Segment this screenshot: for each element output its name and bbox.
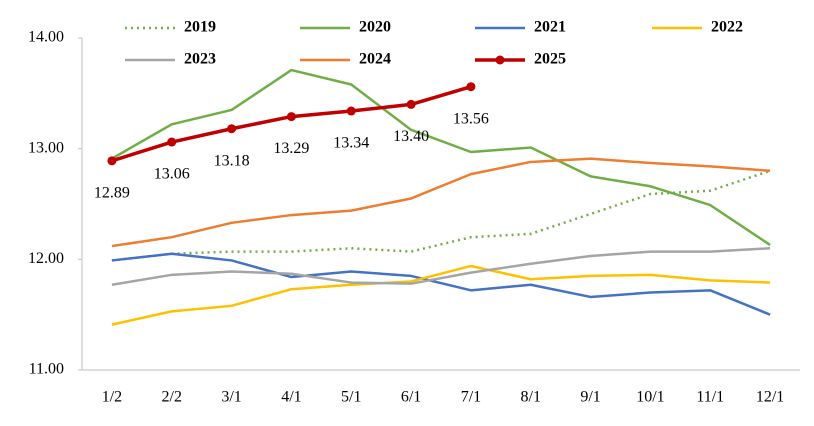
x-tick-label: 5/1: [341, 389, 361, 406]
x-tick-label: 7/1: [461, 389, 481, 406]
point: [227, 124, 237, 134]
data-label: 12.89: [94, 185, 130, 202]
data-label: 13.18: [214, 152, 250, 169]
x-tick-label: 8/1: [521, 389, 541, 406]
x-tick-label: 3/1: [221, 389, 241, 406]
x-tick-label: 10/1: [636, 389, 664, 406]
legend-label: 2019: [184, 19, 216, 36]
legend-label: 2021: [534, 19, 566, 36]
point: [466, 82, 476, 92]
x-tick-label: 12/1: [756, 389, 784, 406]
series-line: [111, 247, 771, 287]
point: [167, 137, 177, 147]
data-label: 13.29: [273, 140, 309, 157]
point: [107, 156, 117, 166]
x-tick-label: 6/1: [401, 389, 421, 406]
series-line: [111, 169, 771, 262]
y-tick-label: 14.00: [28, 29, 64, 46]
point: [346, 106, 356, 116]
point: [286, 112, 296, 122]
series-line: [111, 264, 771, 326]
data-label: 13.34: [333, 135, 369, 152]
legend-marker: [495, 55, 505, 65]
point: [406, 99, 416, 109]
legend-label: 2025: [534, 51, 566, 68]
series-line: [111, 68, 771, 246]
legend-label: 2023: [184, 51, 216, 68]
legend-label: 2020: [359, 19, 391, 36]
data-label: 13.40: [393, 128, 429, 145]
y-tick-label: 12.00: [28, 250, 64, 267]
series-line: [111, 157, 771, 248]
series-line: [111, 252, 771, 316]
legend-label: 2022: [711, 19, 743, 36]
data-label: 13.56: [453, 110, 489, 127]
x-tick-label: 9/1: [580, 389, 600, 406]
y-tick-label: 13.00: [28, 139, 64, 156]
x-tick-label: 4/1: [281, 389, 301, 406]
x-tick-label: 11/1: [696, 389, 724, 406]
data-label: 13.06: [154, 166, 190, 183]
legend-label: 2024: [359, 51, 391, 68]
x-tick-label: 1/2: [102, 389, 122, 406]
y-tick-label: 11.00: [29, 361, 64, 378]
x-tick-label: 2/2: [162, 389, 182, 406]
